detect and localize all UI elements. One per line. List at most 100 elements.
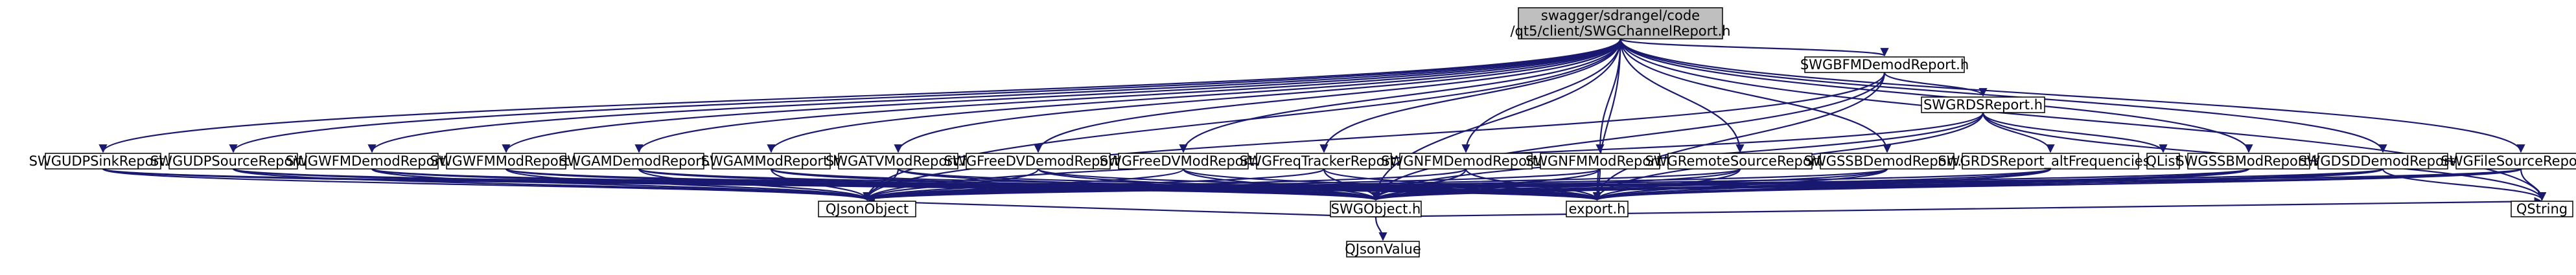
edge-root-to-udpsrc: [229, 38, 1621, 153]
node-qstring[interactable]: QString: [2511, 201, 2573, 217]
node-qjsonobject[interactable]: QJsonObject: [818, 201, 916, 217]
node-nfmdemod[interactable]: SWGNFMDemodReport.h: [1381, 153, 1551, 170]
edge-udpsrc-to-qjsonobject: [232, 168, 872, 201]
node-label-root: /qt5/client/SWGChannelReport.h: [1510, 23, 1730, 39]
node-box-udpsink: [45, 153, 161, 170]
node-box-freqtracker: [1256, 153, 1392, 170]
node-label-freedvmod: SWGFreeDVModReport.h: [1100, 153, 1268, 169]
node-label-qjsonvalue: QJsonValue: [1345, 241, 1421, 257]
node-root: swagger/sdrangel/code/qt5/client/SWGChan…: [1510, 7, 1731, 39]
node-qjsonvalue[interactable]: QJsonValue: [1345, 241, 1421, 258]
node-box-qjsonobject: [818, 201, 916, 217]
node-box-remotesrc: [1667, 153, 1813, 170]
node-label-export: export.h: [1568, 201, 1625, 217]
node-label-ssbdemod: SWGSSBDemodReport.h: [1804, 153, 1971, 169]
node-box-nfmdemod: [1399, 153, 1533, 170]
node-export[interactable]: export.h: [1566, 201, 1629, 217]
edge-root-to-export: [1592, 38, 1621, 201]
node-box-ssbdemod: [1820, 153, 1955, 170]
node-udpsrc[interactable]: SWGUDPSourceReport.h: [150, 153, 316, 170]
edge-nfmmod-to-swgobject: [1371, 168, 1601, 201]
node-label-wfmdemod: SWGWFMDemodReport.h: [286, 153, 459, 169]
edge-wfmdemod-to-qjsonobject: [371, 168, 872, 201]
edge-root-to-udpsink: [99, 38, 1621, 153]
node-remotesrc[interactable]: SWGRemoteSourceReport.h: [1645, 153, 1835, 170]
edge-root-to-dsd: [1619, 38, 2387, 153]
node-box-freedvdemod: [966, 153, 1111, 170]
edge-wfmmod-to-qjsonobject: [505, 168, 872, 201]
edge-freqtracker-to-export: [1323, 168, 1601, 201]
node-amdemod[interactable]: SWGAMDemodReport.h: [559, 153, 719, 170]
node-label-qjsonobject: QJsonObject: [826, 201, 909, 217]
edge-root-to-atvmod: [894, 38, 1621, 153]
edge-bfm-to-export: [1592, 72, 1886, 201]
node-swgobject[interactable]: SWGObject.h: [1330, 201, 1422, 217]
node-label-freedvdemod: SWGFreeDVDemodReport.h: [944, 153, 1132, 169]
edge-root-to-ssbdemod: [1619, 38, 1892, 153]
node-ammod[interactable]: SWGAMModReport.h: [701, 153, 842, 170]
edge-root-to-freedvmod: [1179, 38, 1621, 153]
node-label-ammod: SWGAMModReport.h: [701, 153, 842, 169]
node-label-dsd: SWGDSDDemodReport.h: [2298, 153, 2467, 169]
node-box-wfmmod: [446, 153, 566, 170]
edge-filesrc-to-qstring: [2520, 168, 2547, 201]
edge-rds-to-qlist: [1982, 112, 2168, 153]
edge-root-to-nfmdemod: [1461, 38, 1621, 153]
node-filesrc[interactable]: SWGFileSourceReport.h: [2441, 153, 2576, 170]
node-label-udpsrc: SWGUDPSourceReport.h: [150, 153, 316, 169]
node-udpsink[interactable]: SWGUDPSinkReport.h: [29, 153, 178, 170]
edge-root-to-ammod: [767, 38, 1621, 153]
edge-filesrc-to-qjsonobject: [863, 168, 2522, 201]
node-rds[interactable]: SWGRDSReport.h: [1921, 96, 2045, 113]
node-atvmod[interactable]: SWGATVModReport.h: [826, 153, 971, 170]
node-label-swgobject: SWGObject.h: [1331, 201, 1421, 217]
node-label-nfmmod: SWGNFMModReport.h: [1526, 153, 1675, 169]
node-box-qlist: [2146, 153, 2180, 170]
node-box-qstring: [2511, 201, 2573, 217]
edge-root-to-bfm: [1619, 38, 1889, 57]
node-box-ssbmod: [2187, 153, 2310, 170]
node-label-udpsink: SWGUDPSinkReport.h: [29, 153, 178, 169]
node-box-bfm: [1804, 56, 1965, 73]
edge-root-to-filesrc: [1619, 38, 2525, 153]
node-nfmmod[interactable]: SWGNFMModReport.h: [1526, 153, 1675, 170]
node-wfmmod[interactable]: SWGWFMModReport.h: [430, 153, 583, 170]
edge-root-to-freqtracker: [1319, 38, 1621, 153]
edge-root-to-swgobject: [1371, 38, 1621, 201]
node-ssbdemod[interactable]: SWGSSBDemodReport.h: [1804, 153, 1971, 170]
node-box-nfmmod: [1540, 153, 1660, 170]
node-bfm[interactable]: SWGBFMDemodReport.h: [1800, 56, 1969, 73]
node-wfmdemod[interactable]: SWGWFMDemodReport.h: [286, 153, 459, 170]
node-box-filesrc: [2455, 153, 2576, 170]
node-label-rdsaf: SWGRDSReport_altFrequencies.h: [1938, 153, 2163, 170]
edge-swgobject-to-qjsonobject: [866, 197, 1376, 218]
node-label-bfm: SWGBFMDemodReport.h: [1800, 57, 1969, 72]
node-box-rdsaf: [1962, 153, 2139, 170]
node-rdsaf[interactable]: SWGRDSReport_altFrequencies.h: [1938, 153, 2163, 170]
edge-atvmod-to-swgobject: [897, 168, 1380, 201]
edge-root-to-freedvdemod: [1034, 38, 1621, 153]
node-box-dsd: [2317, 153, 2448, 170]
node-ssbmod[interactable]: SWGSSBModReport.h: [2176, 153, 2322, 170]
node-qlist[interactable]: QList: [2146, 153, 2181, 170]
node-label-amdemod: SWGAMDemodReport.h: [559, 153, 719, 169]
node-label-wfmmod: SWGWFMModReport.h: [430, 153, 582, 169]
node-freedvmod[interactable]: SWGFreeDVModReport.h: [1100, 153, 1268, 170]
node-label-freqtracker: SWGFreqTrackerReport.h: [1240, 153, 1409, 169]
node-label-filesrc: SWGFileSourceReport.h: [2441, 153, 2576, 169]
node-freqtracker[interactable]: SWGFreqTrackerReport.h: [1240, 153, 1409, 170]
edge-root-to-ssbmod: [1619, 38, 2253, 153]
edge-freedvdemod-to-qjsonobject: [863, 168, 1039, 201]
edge-root-to-amdemod: [634, 38, 1621, 153]
edge-root-to-wfmmod: [502, 38, 1621, 153]
node-dsd[interactable]: SWGDSDDemodReport.h: [2298, 153, 2468, 170]
edge-rds-to-rdsaf: [1982, 112, 2055, 153]
node-box-export: [1566, 201, 1629, 217]
edge-swgobject-to-qjsonvalue: [1375, 216, 1387, 241]
edge-filesrc-to-export: [1593, 168, 2522, 201]
edge-dsd-to-qstring: [2382, 168, 2546, 201]
node-box-udpsrc: [168, 153, 298, 170]
node-freedvdemod[interactable]: SWGFreeDVDemodReport.h: [944, 153, 1132, 170]
node-box-swgobject: [1330, 201, 1422, 217]
